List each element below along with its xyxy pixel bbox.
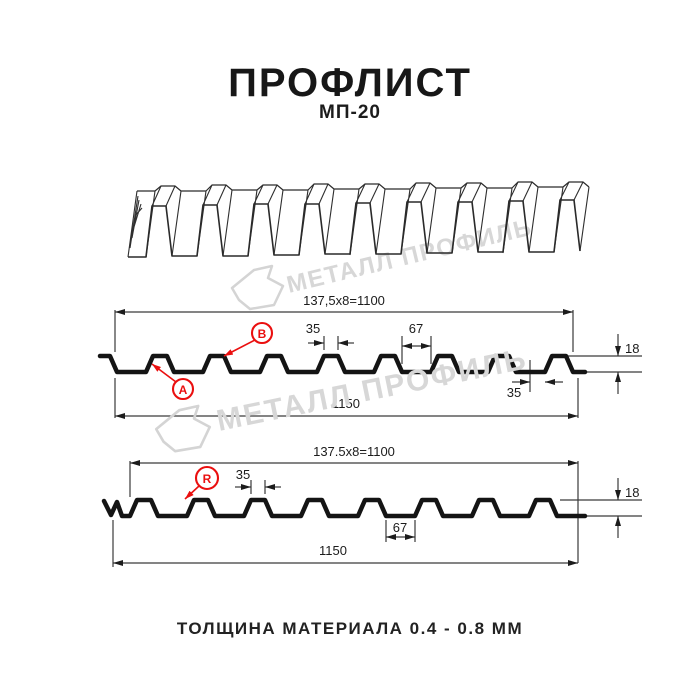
dim-valley-bottom: 67 [385,520,416,542]
sheet-back-edge [137,181,590,192]
watermark-middle: МЕТАЛЛ ПРОФИЛЬ [154,342,530,453]
dim-total-top-value: 1150 [332,396,360,411]
dim-valley-top-value: 67 [409,321,423,336]
dim-valley-bottom-value: 67 [393,520,407,535]
dim-offset-top-value: 35 [507,385,521,400]
dim-height-bottom-value: 18 [625,485,639,500]
marker-r-label: R [203,472,212,486]
marker-r: R [184,465,220,500]
dim-pitch-bottom: 137.5x8=1100 [129,444,579,563]
material-thickness-note: ТОЛЩИНА МАТЕРИАЛА 0.4 - 0.8 ММ [177,619,523,638]
dim-pitch-top: 137,5x8=1100 [114,293,574,352]
dim-crest-top-value: 35 [306,321,320,336]
dim-crest-bottom: 35 [235,467,281,494]
profile-outline-top [97,353,588,375]
dim-pitch-top-value: 137,5x8=1100 [303,293,385,308]
cross-section-top: 137,5x8=1100 35 67 35 18 [97,293,642,419]
dim-height-top: 18 [568,334,642,394]
page-title: ПРОФЛИСТ [228,61,472,105]
dim-total-bottom-value: 1150 [319,543,347,558]
marker-b-label: B [258,327,267,341]
metall-profil-logo-icon [154,404,212,453]
sheet-cut-edge [127,190,143,258]
dim-height-bottom: 18 [560,478,642,538]
cross-section-bottom: 137.5x8=1100 35 67 18 1150 [101,444,642,567]
dim-crest-bottom-value: 35 [236,467,250,482]
profile-3d-view [127,181,590,258]
dim-total-bottom: 1150 [112,520,578,567]
marker-a-label: A [179,383,188,397]
marker-b: B [223,321,274,357]
marker-a: A [151,363,195,401]
watermark-brand-text: МЕТАЛЛ ПРОФИЛЬ [214,342,530,437]
dim-valley-top: 67 [401,321,432,364]
profile-outline-bottom [101,497,588,519]
dim-total-top: 1150 [114,378,579,419]
dim-crest-top: 35 [306,321,354,350]
dim-height-top-value: 18 [625,341,639,356]
dim-offset-top: 35 [507,360,563,400]
metall-profil-logo-icon [230,264,285,311]
dim-pitch-bottom-value: 137.5x8=1100 [313,444,395,459]
sheet-front-edge [128,199,581,258]
header: ПРОФЛИСТ МП-20 [228,61,472,123]
profile-model-label: МП-20 [319,102,381,123]
footer: ТОЛЩИНА МАТЕРИАЛА 0.4 - 0.8 ММ [177,619,523,638]
